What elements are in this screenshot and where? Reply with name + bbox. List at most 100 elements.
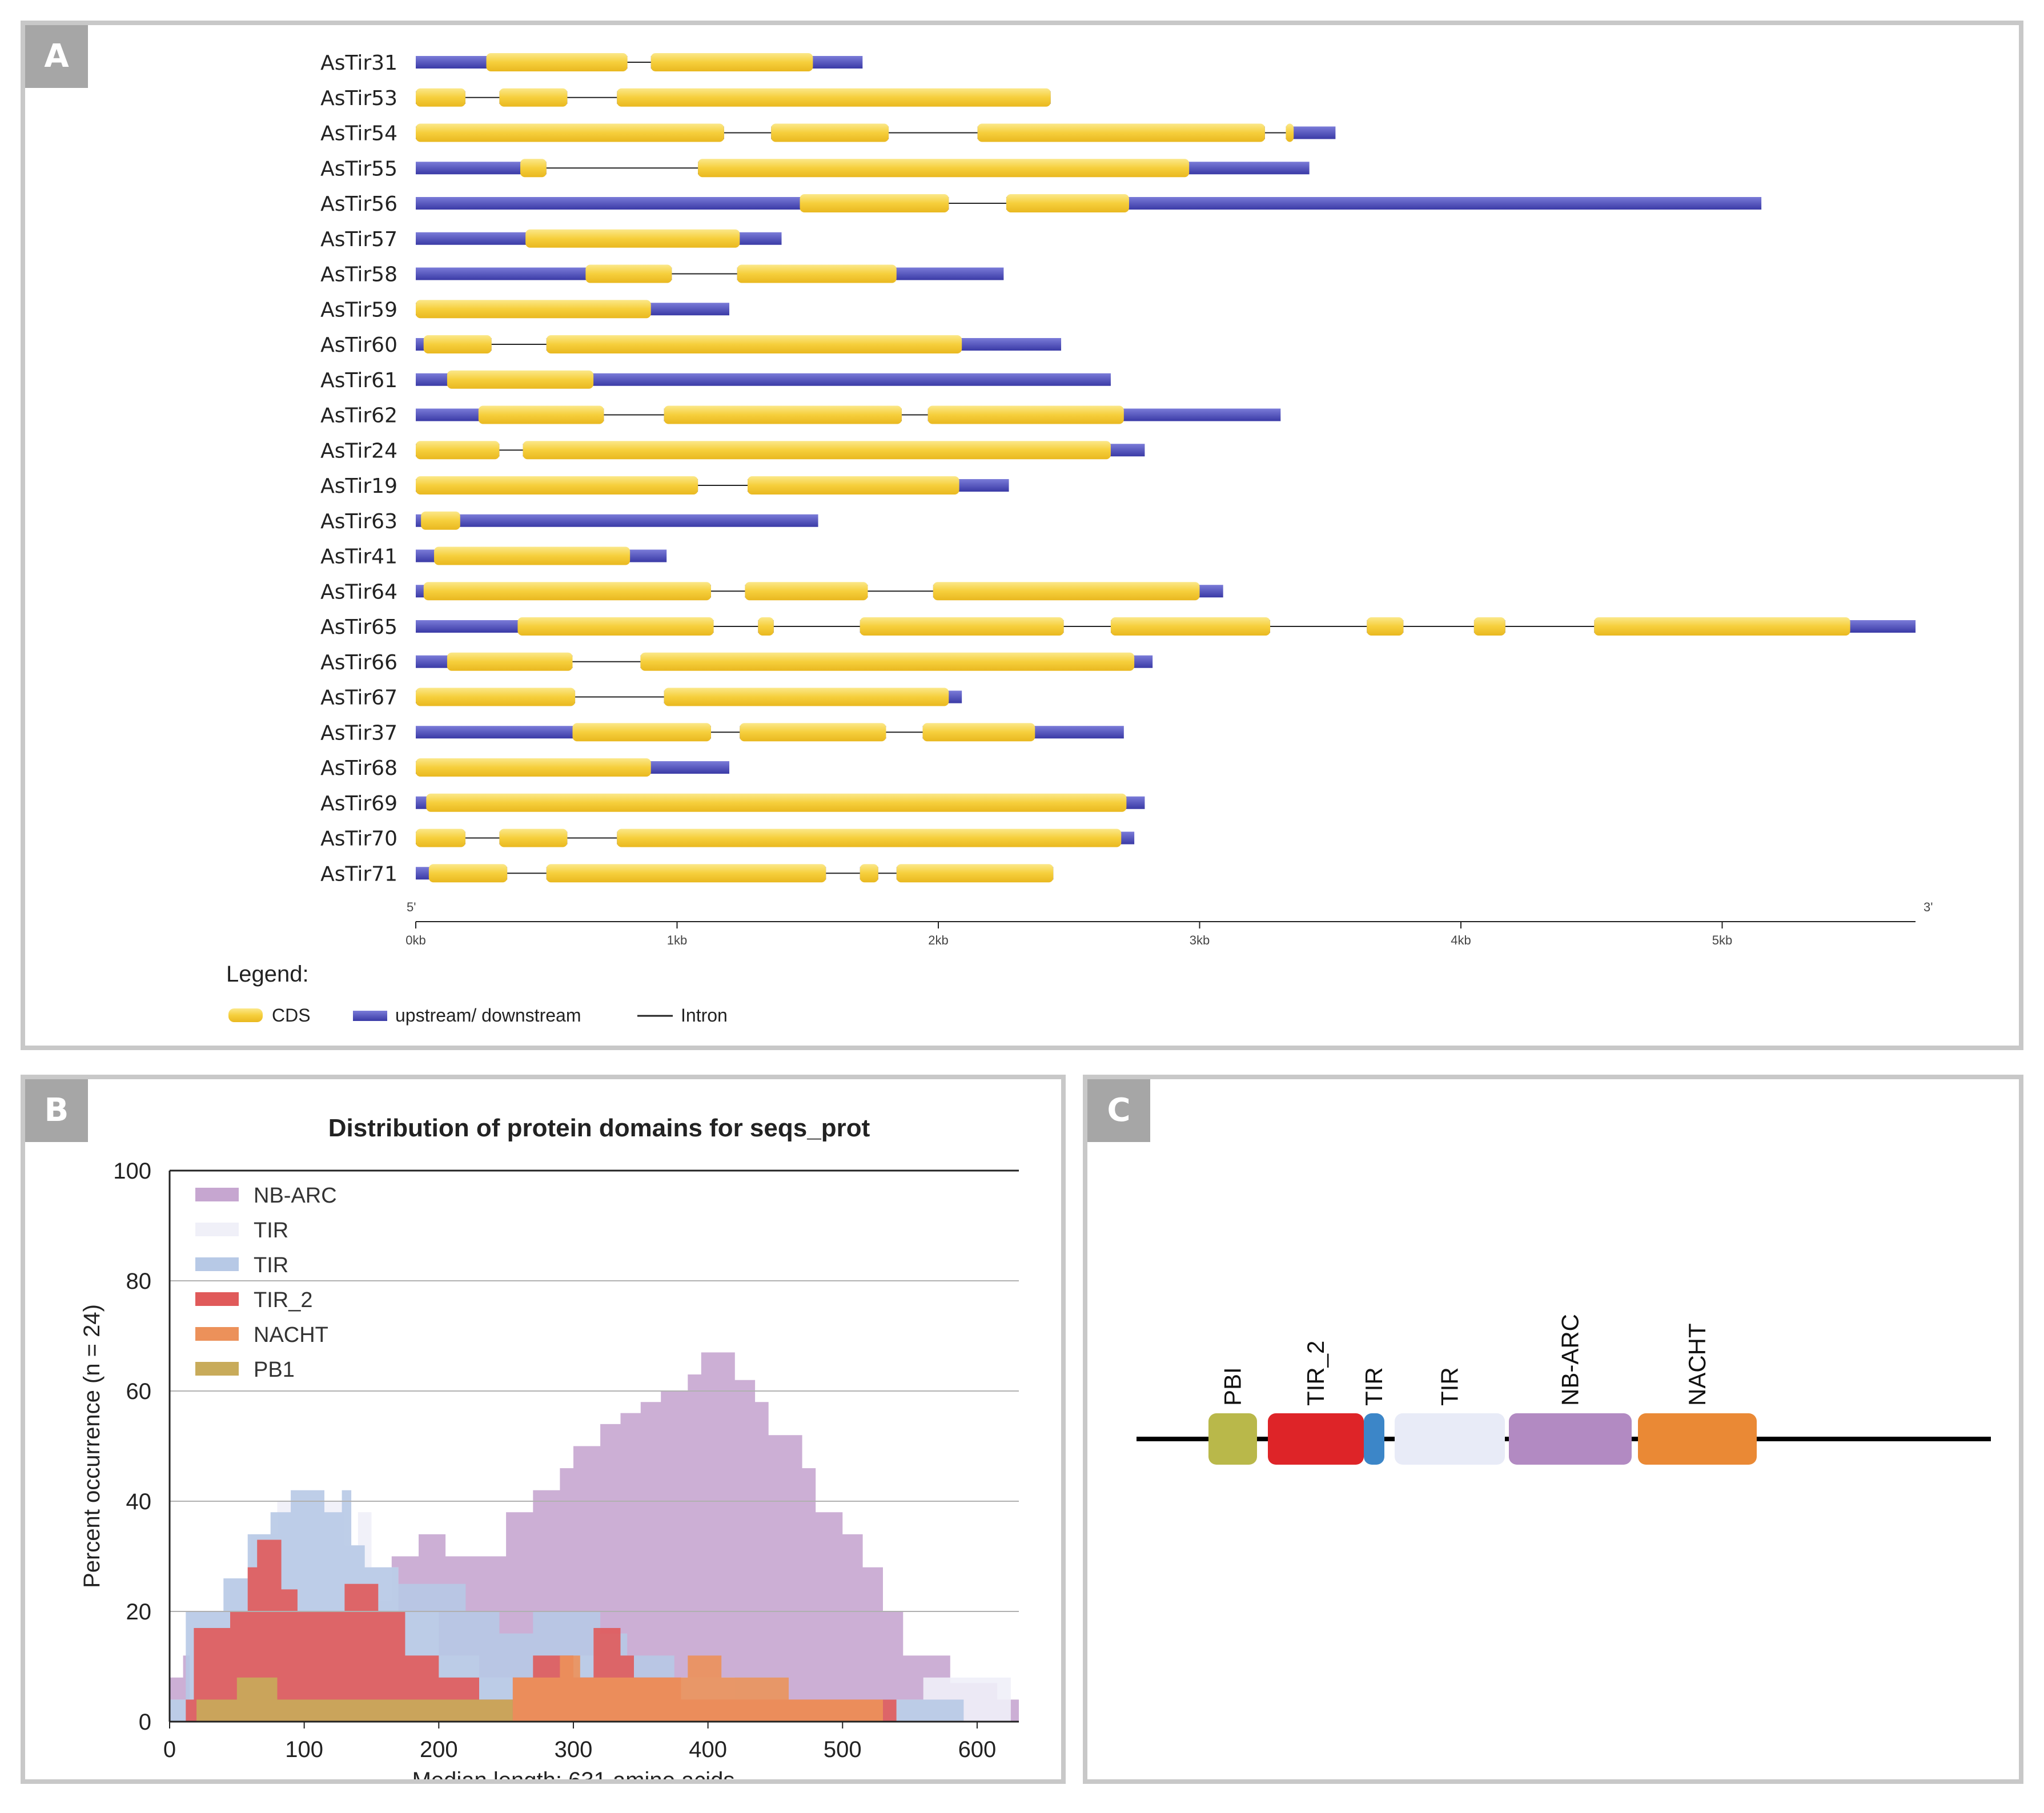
legend-utr-swatch — [353, 1011, 387, 1021]
cds-segment — [416, 88, 465, 107]
cds-segment — [434, 546, 631, 565]
panel-b: B Distribution of protein domains for se… — [21, 1075, 1066, 1784]
cds-segment — [416, 758, 651, 777]
legend-label: TIR_2 — [254, 1288, 312, 1312]
legend-swatch — [195, 1257, 239, 1271]
legend-label: TIR — [254, 1219, 288, 1243]
domain-pbi — [1208, 1413, 1257, 1465]
cds-segment — [933, 582, 1200, 601]
gene-label: AsTir68 — [320, 757, 397, 780]
panel-label-b: B — [25, 1079, 88, 1142]
cds-segment — [416, 441, 500, 460]
kb-tick-label: 5kb — [1712, 933, 1732, 947]
kb-tick-label: 3kb — [1190, 933, 1210, 947]
cds-segment — [640, 652, 1135, 671]
axis-end-label: 3' — [1923, 900, 1933, 914]
gene-label: AsTir67 — [320, 686, 397, 710]
legend-swatch — [195, 1223, 239, 1236]
legend-label: PB1 — [254, 1358, 295, 1382]
cds-segment — [748, 476, 959, 495]
gene-label: AsTir59 — [320, 298, 397, 321]
cds-segment — [927, 405, 1124, 424]
x-tick-label: 100 — [285, 1737, 323, 1762]
y-tick-label: 60 — [126, 1379, 152, 1404]
cds-segment — [617, 829, 1122, 847]
legend-utr-label: upstream/ downstream — [395, 1005, 581, 1026]
kb-tick-label: 1kb — [667, 933, 687, 947]
legend-swatch — [195, 1188, 239, 1201]
kb-tick-label: 4kb — [1451, 933, 1471, 947]
area-nacht — [512, 1655, 883, 1722]
gene-label: AsTir58 — [320, 263, 397, 287]
cds-segment — [922, 723, 1035, 742]
domain-nacht — [1638, 1413, 1757, 1465]
cds-segment — [428, 864, 508, 883]
domain-tir — [1395, 1413, 1505, 1465]
cds-segment — [447, 370, 594, 389]
y-axis-label: Percent occurrence (n = 24) — [79, 1304, 105, 1588]
x-tick-label: 200 — [420, 1737, 458, 1762]
gene-label: AsTir62 — [320, 404, 397, 428]
domain-distribution-chart: Distribution of protein domains for seqs… — [79, 1114, 1019, 1779]
x-tick-label: 600 — [958, 1737, 997, 1762]
cds-segment — [617, 88, 1051, 107]
panel-c: C PBI TIR_2 TIR TIR NB-ARC NACHT — [1083, 1075, 2023, 1784]
cds-segment — [523, 441, 1111, 460]
cds-segment — [1594, 617, 1850, 636]
cds-segment — [860, 617, 1064, 636]
x-tick-label: 300 — [555, 1737, 593, 1762]
legend-swatch — [195, 1292, 239, 1306]
gene-label: AsTir41 — [320, 545, 397, 569]
legend-label: TIR — [254, 1253, 288, 1277]
y-tick-label: 20 — [126, 1599, 152, 1625]
gene-label: AsTir63 — [320, 510, 397, 533]
legend-swatch — [195, 1327, 239, 1341]
gene-label: AsTir37 — [320, 721, 397, 745]
kb-tick-label: 0kb — [405, 933, 425, 947]
cds-segment — [416, 300, 651, 319]
gene-label: AsTir54 — [320, 122, 397, 146]
cds-segment — [664, 405, 902, 424]
legend-title: Legend: — [226, 962, 309, 987]
cds-segment — [478, 405, 604, 424]
cds-segment — [1367, 617, 1404, 636]
cds-segment — [1473, 617, 1505, 636]
y-tick-label: 0 — [139, 1710, 151, 1735]
cds-segment — [771, 123, 889, 142]
gene-label: AsTir55 — [320, 157, 397, 180]
cds-segment — [745, 582, 868, 601]
cds-segment — [416, 476, 698, 495]
cds-segment — [1006, 194, 1129, 212]
gene-label: AsTir24 — [320, 439, 397, 463]
y-tick-label: 40 — [126, 1489, 152, 1514]
cds-segment — [758, 617, 774, 636]
cds-segment — [664, 688, 949, 706]
legend-intron-label: Intron — [681, 1005, 728, 1026]
panel-a: A AsTir31 AsTir53 AsTir54 AsTir55 AsTir56 AsT… — [21, 21, 2023, 1050]
panel-label-a: A — [25, 25, 88, 88]
cds-segment — [572, 723, 711, 742]
gene-label: AsTir65 — [320, 616, 397, 639]
cds-segment — [499, 829, 568, 847]
domain-label: TIR_2 — [1302, 1341, 1329, 1406]
legend-cds-label: CDS — [272, 1005, 311, 1026]
gene-label: AsTir57 — [320, 228, 397, 251]
panel-label-c: C — [1087, 1079, 1150, 1142]
gene-label: AsTir19 — [320, 475, 397, 498]
gene-label: AsTir70 — [320, 827, 397, 851]
y-tick-label: 100 — [113, 1159, 151, 1184]
x-tick-label: 500 — [824, 1737, 862, 1762]
gene-label: AsTir66 — [320, 651, 397, 674]
cds-segment — [740, 723, 886, 742]
gene-label: AsTir56 — [320, 192, 397, 216]
area-tir-2 — [183, 1539, 897, 1722]
cds-segment — [698, 159, 1190, 178]
legend-cds-swatch — [228, 1008, 263, 1022]
gene-label: AsTir31 — [320, 51, 397, 75]
gene-label: AsTir61 — [320, 369, 397, 392]
gene-structure-chart: AsTir31 AsTir53 AsTir54 AsTir55 AsTir56 AsTir… — [226, 51, 1933, 1026]
x-tick-label: 400 — [689, 1737, 727, 1762]
cds-segment — [416, 123, 724, 142]
cds-segment — [520, 159, 547, 178]
cds-segment — [423, 335, 492, 353]
